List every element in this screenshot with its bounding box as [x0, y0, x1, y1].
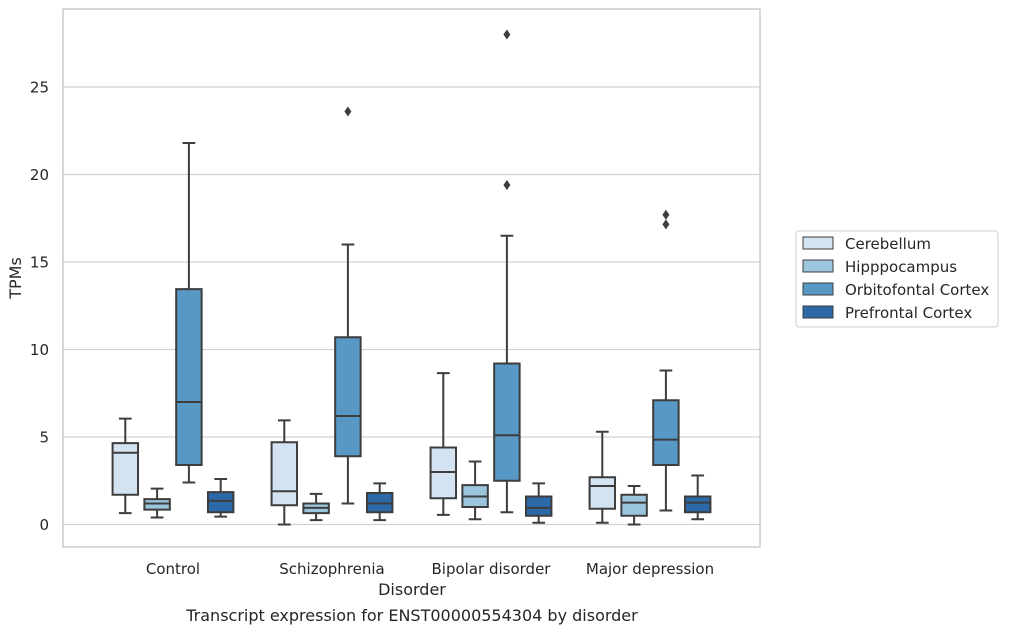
box	[111, 417, 140, 515]
series-2	[175, 29, 680, 514]
box-body	[652, 399, 680, 466]
series-3	[206, 474, 712, 524]
outlier-point	[662, 219, 670, 230]
box	[493, 29, 521, 514]
outlier-point	[503, 29, 511, 40]
y-tick-labels: 0 5 10 15 20 25	[30, 79, 49, 535]
box	[206, 478, 235, 518]
box-body	[270, 441, 299, 507]
box	[683, 474, 712, 521]
box	[461, 460, 489, 521]
box	[302, 492, 330, 522]
box	[270, 419, 299, 526]
x-tick-label: Bipolar disorder	[432, 560, 552, 578]
legend-frame	[795, 230, 999, 328]
box-body	[111, 442, 140, 496]
series-1	[143, 460, 648, 526]
legend-swatch	[802, 259, 834, 273]
legend: Cerebellum Hipppocampus Orbitofontal Corte…	[795, 230, 999, 328]
y-tick-label: 5	[39, 429, 49, 447]
legend-label: Hipppocampus	[845, 258, 957, 276]
y-tick-label: 0	[39, 516, 49, 534]
box	[365, 482, 394, 522]
outlier-point	[344, 106, 352, 117]
legend-label: Prefrontal Cortex	[845, 304, 972, 322]
box	[620, 485, 648, 526]
box	[334, 106, 362, 505]
x-tick-labels: Control Schizophrenia Bipolar disorder Majo…	[146, 560, 714, 578]
x-tick-label: Control	[146, 560, 200, 578]
box-body	[620, 493, 648, 517]
box	[429, 372, 458, 516]
box-body	[493, 362, 521, 482]
box-body	[175, 288, 203, 466]
series-0	[111, 372, 617, 526]
outlier-point	[662, 209, 670, 220]
box-body	[524, 495, 553, 517]
plot-frame	[62, 8, 761, 548]
box	[588, 430, 617, 524]
box-body	[588, 476, 617, 510]
chart-caption: Transcript expression for ENST0000055430…	[186, 606, 638, 625]
box-series	[111, 29, 712, 526]
x-tick-label: Major depression	[586, 560, 714, 578]
box	[524, 482, 553, 524]
legend-swatch	[802, 236, 834, 250]
legend-label: Cerebellum	[845, 235, 931, 253]
y-axis-label: TPMs	[6, 257, 25, 300]
box-body	[334, 336, 362, 458]
y-tick-label: 25	[30, 79, 49, 97]
legend-swatch	[802, 305, 834, 319]
legend-label: Orbitofontal Cortex	[845, 281, 989, 299]
x-axis-label: Disorder	[378, 580, 446, 599]
box	[143, 487, 171, 519]
y-tick-label: 20	[30, 166, 49, 184]
y-tick-label: 15	[30, 254, 49, 272]
outlier-point	[503, 180, 511, 190]
box	[175, 142, 203, 484]
box	[652, 209, 680, 512]
x-tick-label: Schizophrenia	[279, 560, 384, 578]
box-body	[206, 491, 235, 514]
box-body	[683, 495, 712, 514]
y-tick-label: 10	[30, 341, 49, 359]
legend-swatch	[802, 282, 834, 296]
